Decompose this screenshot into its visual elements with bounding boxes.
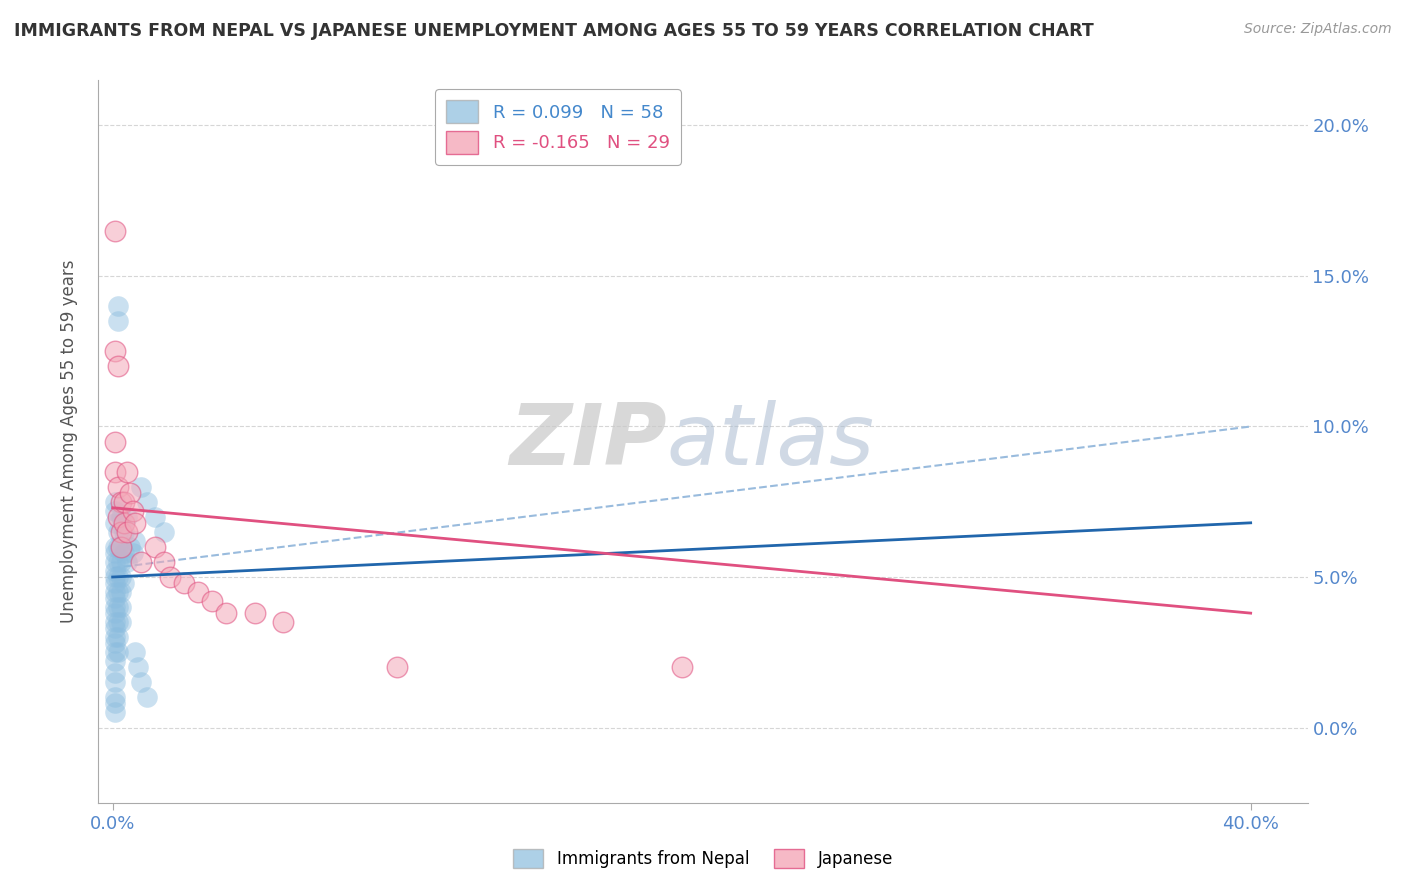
Point	[187, 585, 209, 599]
Point	[107, 630, 129, 644]
Point	[121, 504, 143, 518]
Point	[112, 546, 135, 560]
Point	[118, 485, 141, 500]
Point	[104, 546, 127, 560]
Point	[110, 524, 132, 539]
Point	[112, 516, 135, 530]
Point	[104, 621, 127, 635]
Point	[107, 570, 129, 584]
Point	[104, 591, 127, 606]
Text: IMMIGRANTS FROM NEPAL VS JAPANESE UNEMPLOYMENT AMONG AGES 55 TO 59 YEARS CORRELA: IMMIGRANTS FROM NEPAL VS JAPANESE UNEMPL…	[14, 22, 1094, 40]
Point	[121, 546, 143, 560]
Point	[104, 606, 127, 620]
Point	[129, 480, 152, 494]
Point	[110, 540, 132, 554]
Point	[107, 314, 129, 328]
Point	[110, 615, 132, 630]
Point	[115, 555, 138, 569]
Point	[129, 555, 152, 569]
Point	[273, 615, 295, 630]
Point	[107, 524, 129, 539]
Point	[153, 555, 176, 569]
Point	[104, 690, 127, 705]
Text: Source: ZipAtlas.com: Source: ZipAtlas.com	[1244, 22, 1392, 37]
Point	[104, 585, 127, 599]
Point	[104, 540, 127, 554]
Point	[143, 540, 166, 554]
Point	[107, 615, 129, 630]
Point	[104, 465, 127, 479]
Legend: Immigrants from Nepal, Japanese: Immigrants from Nepal, Japanese	[506, 842, 900, 875]
Point	[104, 555, 127, 569]
Point	[124, 645, 146, 659]
Point	[104, 654, 127, 668]
Point	[115, 509, 138, 524]
Point	[110, 585, 132, 599]
Point	[112, 494, 135, 508]
Point	[107, 509, 129, 524]
Point	[110, 600, 132, 615]
Point	[107, 585, 129, 599]
Point	[107, 480, 129, 494]
Point	[104, 494, 127, 508]
Point	[243, 606, 266, 620]
Point	[107, 600, 129, 615]
Point	[118, 540, 141, 554]
Point	[104, 224, 127, 238]
Point	[104, 697, 127, 711]
Point	[104, 516, 127, 530]
Point	[107, 555, 129, 569]
Point	[104, 675, 127, 690]
Point	[104, 564, 127, 578]
Point	[104, 570, 127, 584]
Point	[104, 645, 127, 659]
Point	[107, 359, 129, 374]
Point	[124, 516, 146, 530]
Point	[112, 576, 135, 591]
Point	[173, 576, 195, 591]
Point	[104, 504, 127, 518]
Point	[104, 615, 127, 630]
Point	[104, 344, 127, 359]
Point	[104, 576, 127, 591]
Point	[110, 555, 132, 569]
Text: ZIP: ZIP	[509, 400, 666, 483]
Point	[110, 494, 132, 508]
Point	[671, 660, 693, 674]
Point	[107, 540, 129, 554]
Point	[104, 600, 127, 615]
Point	[107, 299, 129, 313]
Point	[104, 636, 127, 650]
Point	[112, 524, 135, 539]
Point	[124, 533, 146, 548]
Point	[143, 509, 166, 524]
Text: atlas: atlas	[666, 400, 875, 483]
Y-axis label: Unemployment Among Ages 55 to 59 years: Unemployment Among Ages 55 to 59 years	[59, 260, 77, 624]
Point	[201, 594, 224, 608]
Legend: R = 0.099   N = 58, R = -0.165   N = 29: R = 0.099 N = 58, R = -0.165 N = 29	[434, 89, 681, 165]
Point	[107, 645, 129, 659]
Point	[127, 660, 149, 674]
Point	[215, 606, 238, 620]
Point	[104, 706, 127, 720]
Point	[104, 630, 127, 644]
Point	[110, 570, 132, 584]
Point	[115, 524, 138, 539]
Point	[135, 494, 157, 508]
Point	[104, 666, 127, 681]
Point	[110, 509, 132, 524]
Point	[135, 690, 157, 705]
Point	[129, 675, 152, 690]
Point	[159, 570, 181, 584]
Point	[153, 524, 176, 539]
Point	[115, 465, 138, 479]
Point	[110, 540, 132, 554]
Point	[385, 660, 408, 674]
Point	[104, 434, 127, 449]
